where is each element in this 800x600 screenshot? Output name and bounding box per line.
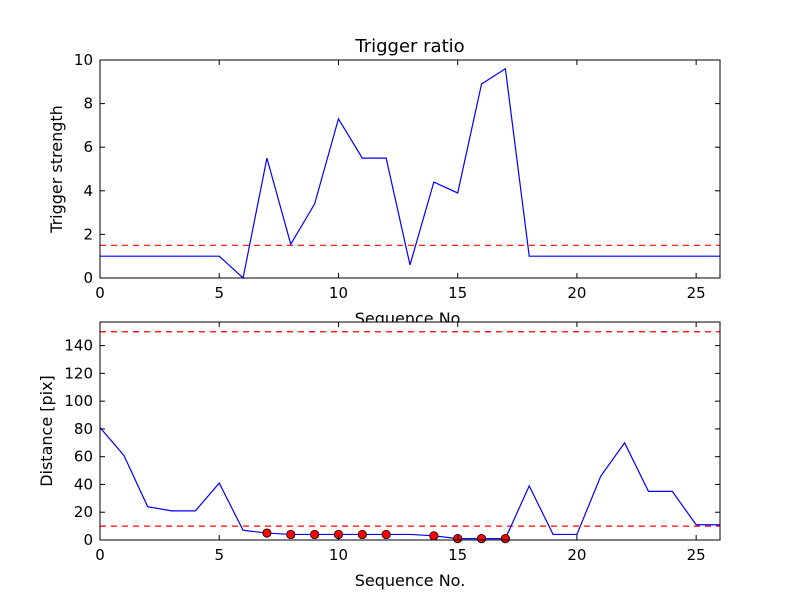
data-point	[310, 529, 320, 540]
x-tick-label: 0	[95, 284, 105, 302]
series-line	[99, 427, 720, 540]
x-tick-label: 20	[567, 284, 586, 302]
y-tick-label: 60	[74, 448, 93, 466]
y-tick-label: 4	[83, 182, 93, 200]
data-point	[500, 534, 510, 544]
data-point	[286, 529, 296, 540]
y-tick-label: 40	[74, 475, 93, 493]
x-tick-label: 10	[329, 284, 348, 302]
y-tick-label: 8	[83, 95, 93, 113]
x-tick-label: 25	[687, 546, 706, 564]
y-tick-label: 0	[83, 269, 93, 287]
series-line	[100, 67, 720, 280]
y-tick-label: 140	[64, 337, 93, 355]
x-tick-label: 15	[448, 546, 467, 564]
data-point	[429, 531, 439, 541]
chart-2: 0 5 10 15 20 25 0 20 40 60 80 100 120 140 Sequence No.…	[37, 321, 721, 590]
y-tick-label: 10	[74, 51, 93, 69]
y-axis-label: Trigger strength	[47, 105, 66, 234]
x-tick-label: 5	[214, 546, 224, 564]
y-tick-label: 20	[74, 503, 93, 521]
x-tick-label: 5	[214, 284, 224, 302]
data-point	[381, 529, 391, 540]
x-tick-label: 0	[95, 546, 105, 564]
data-point	[262, 528, 272, 538]
x-tick-label: 15	[448, 284, 467, 302]
chart-title: Trigger ratio	[354, 36, 464, 57]
data-point	[357, 529, 367, 540]
plot-area	[100, 60, 720, 278]
y-tick-label: 80	[74, 420, 93, 438]
y-tick-label: 2	[83, 225, 93, 243]
x-tick-label: 10	[329, 546, 348, 564]
x-tick-label: 20	[567, 546, 586, 564]
data-point	[476, 534, 487, 544]
y-axis-label: Distance [pix]	[37, 375, 56, 487]
axes-frame	[99, 321, 721, 541]
y-tick-label: 100	[64, 392, 93, 410]
y-tick-label: 120	[64, 364, 93, 382]
plot-area	[100, 322, 720, 540]
x-tick-label: 25	[687, 284, 706, 302]
y-tick-label: 6	[83, 138, 93, 156]
y-tick-label: 0	[83, 531, 93, 549]
axes-frame	[99, 59, 721, 279]
x-axis-label: Sequence No.	[355, 571, 466, 590]
